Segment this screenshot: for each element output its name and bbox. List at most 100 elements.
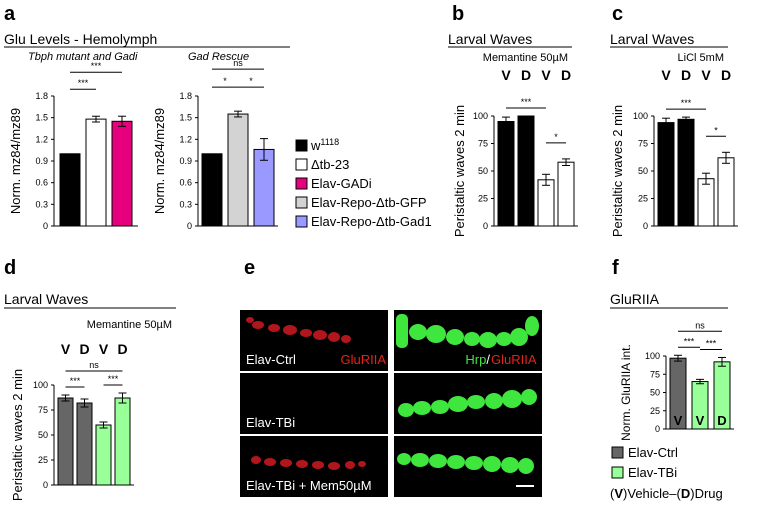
c-bar-label: D <box>721 67 731 83</box>
c-sig-label: * <box>714 125 718 135</box>
a_right-bar <box>253 148 275 227</box>
a_right-sig-label: * <box>223 76 227 86</box>
legend-a: w1118 Δtb-23 Elav-GADi Elav-Repo-Δtb-GFP Ela… <box>295 137 432 229</box>
d-bar <box>95 424 112 486</box>
d-bar-label: D <box>79 341 89 357</box>
stain-hrp-label: Hrp <box>465 352 486 367</box>
a_right-tick-label: 0.9 <box>179 156 192 166</box>
a_left-tick-label: 0 <box>43 221 48 231</box>
panel-c-condition: LiCl 5mM <box>678 52 724 64</box>
panel-d-title: Larval Waves <box>4 291 88 307</box>
c-tick-label: 100 <box>633 111 648 121</box>
b-bar-label: D <box>561 67 571 83</box>
a_left-tick-label: 1.5 <box>35 113 48 123</box>
c-bar <box>697 178 715 227</box>
panel-a-letter: a <box>4 3 16 25</box>
chart-a-right: 0 0.3 0.6 0.9 1.2 1.5 1.8 Norm. mz84/mz89 ns * * <box>152 58 278 231</box>
d-sig-label: *** <box>108 374 119 384</box>
legend-a-label: Elav-GADi <box>311 176 372 191</box>
c-bar <box>657 122 675 227</box>
panel-e-letter: e <box>244 257 255 279</box>
legend-f-swatch <box>611 466 624 479</box>
a_right-sig-label: ns <box>233 58 243 68</box>
b-bar <box>537 179 555 227</box>
f-tick-label: 75 <box>650 369 660 379</box>
c-bar-label: V <box>661 67 671 83</box>
d-tick-label: 75 <box>38 405 48 415</box>
a_right-bar <box>227 113 249 227</box>
b-bar-label: D <box>521 67 531 83</box>
d-bar-label: V <box>61 341 71 357</box>
a_right-tick-label: 1.2 <box>179 134 192 144</box>
panel-a-subtitle-right: Gad Rescue <box>188 51 249 63</box>
d-bar <box>114 397 131 486</box>
chart-a-left: 0 0.3 0.6 0.9 1.2 1.5 1.8 Norm. mz84/mz89 ****** <box>8 61 138 231</box>
panel-b-condition: Memantine 50µM <box>483 52 568 64</box>
b-sig-label: * <box>554 132 558 142</box>
d-tick-label: 0 <box>43 480 48 490</box>
c-sig-label: *** <box>681 98 692 108</box>
ctrl-gluriia-puncta <box>246 317 351 343</box>
c-bar-label: V <box>701 67 711 83</box>
c-bar <box>677 118 695 227</box>
a_left-tick-label: 0.6 <box>35 178 48 188</box>
scale-bar <box>516 485 534 487</box>
b-bar-label: V <box>541 67 551 83</box>
panel-f-title: GluRIIA <box>610 291 660 307</box>
a_right-tick-label: 0.6 <box>179 178 192 188</box>
a_right-tick-label: 0.3 <box>179 199 192 209</box>
ctrl-merge-bouton <box>396 314 539 348</box>
legend-a-label: Elav-Repo-Δtb-GFP <box>311 195 427 210</box>
f-bar-label: D <box>717 413 726 428</box>
b-tick-label: 75 <box>478 139 488 149</box>
legend-a-label: w1118 <box>310 137 339 153</box>
a_left-y-label: Norm. mz84/mz89 <box>8 108 23 214</box>
micrograph-grid: Elav-Ctrl GluRIIA Hrp/ GluRIIA Elav-TBi … <box>240 310 542 497</box>
a_right-tick-label: 1.5 <box>179 113 192 123</box>
panel-c-title: Larval Waves <box>610 31 694 47</box>
b-sig-label: *** <box>521 97 532 107</box>
a_left-tick-label: 1.8 <box>35 91 48 101</box>
a_left-bar <box>85 118 107 227</box>
f-tick-label: 100 <box>645 351 660 361</box>
panel-c-letter: c <box>612 3 623 25</box>
micrograph-row3-label: Elav-TBi + Mem50µM <box>246 478 372 493</box>
legend-a-swatch <box>295 196 308 209</box>
c-bar-label: D <box>681 67 691 83</box>
micrograph-ctrl-gluriia <box>240 310 388 371</box>
legend-f-swatch <box>611 446 624 459</box>
legend-a-label: Δtb-23 <box>311 157 349 172</box>
micrograph-tbi-gluriia <box>240 373 388 434</box>
legend-a-swatch <box>295 139 308 152</box>
b-bar-label: V <box>501 67 511 83</box>
f-y-label: Norm. GluRIIA int. <box>619 344 633 441</box>
c-tick-label: 25 <box>638 194 648 204</box>
b-bar <box>557 161 575 227</box>
micrograph-stain-left: GluRIIA <box>340 352 386 367</box>
d-tick-label: 100 <box>33 380 48 390</box>
f-sig-label: *** <box>706 338 717 348</box>
c-y-label: Peristaltic waves 2 min <box>610 105 625 237</box>
f-tick-label: 0 <box>655 424 660 434</box>
b-bar <box>497 121 515 227</box>
legend-f-label: Elav-TBi <box>628 465 677 480</box>
legend-f: Elav-Ctrl Elav-TBi <box>611 445 678 480</box>
f-tick-label: 25 <box>650 406 660 416</box>
b-tick-label: 50 <box>478 166 488 176</box>
a_left-bar <box>111 120 133 227</box>
b-bar <box>517 115 535 227</box>
a_left-bar <box>59 153 81 227</box>
d-bar <box>57 397 74 486</box>
legend-f-label: Elav-Ctrl <box>628 445 678 460</box>
tbi-merge-bouton <box>398 389 537 417</box>
d-bar-label: D <box>117 341 127 357</box>
panel-f-letter: f <box>612 257 619 279</box>
f-sig-label: ns <box>695 320 705 330</box>
c-tick-label: 75 <box>638 139 648 149</box>
legend-a-swatch <box>295 177 308 190</box>
d-bar <box>76 402 93 486</box>
